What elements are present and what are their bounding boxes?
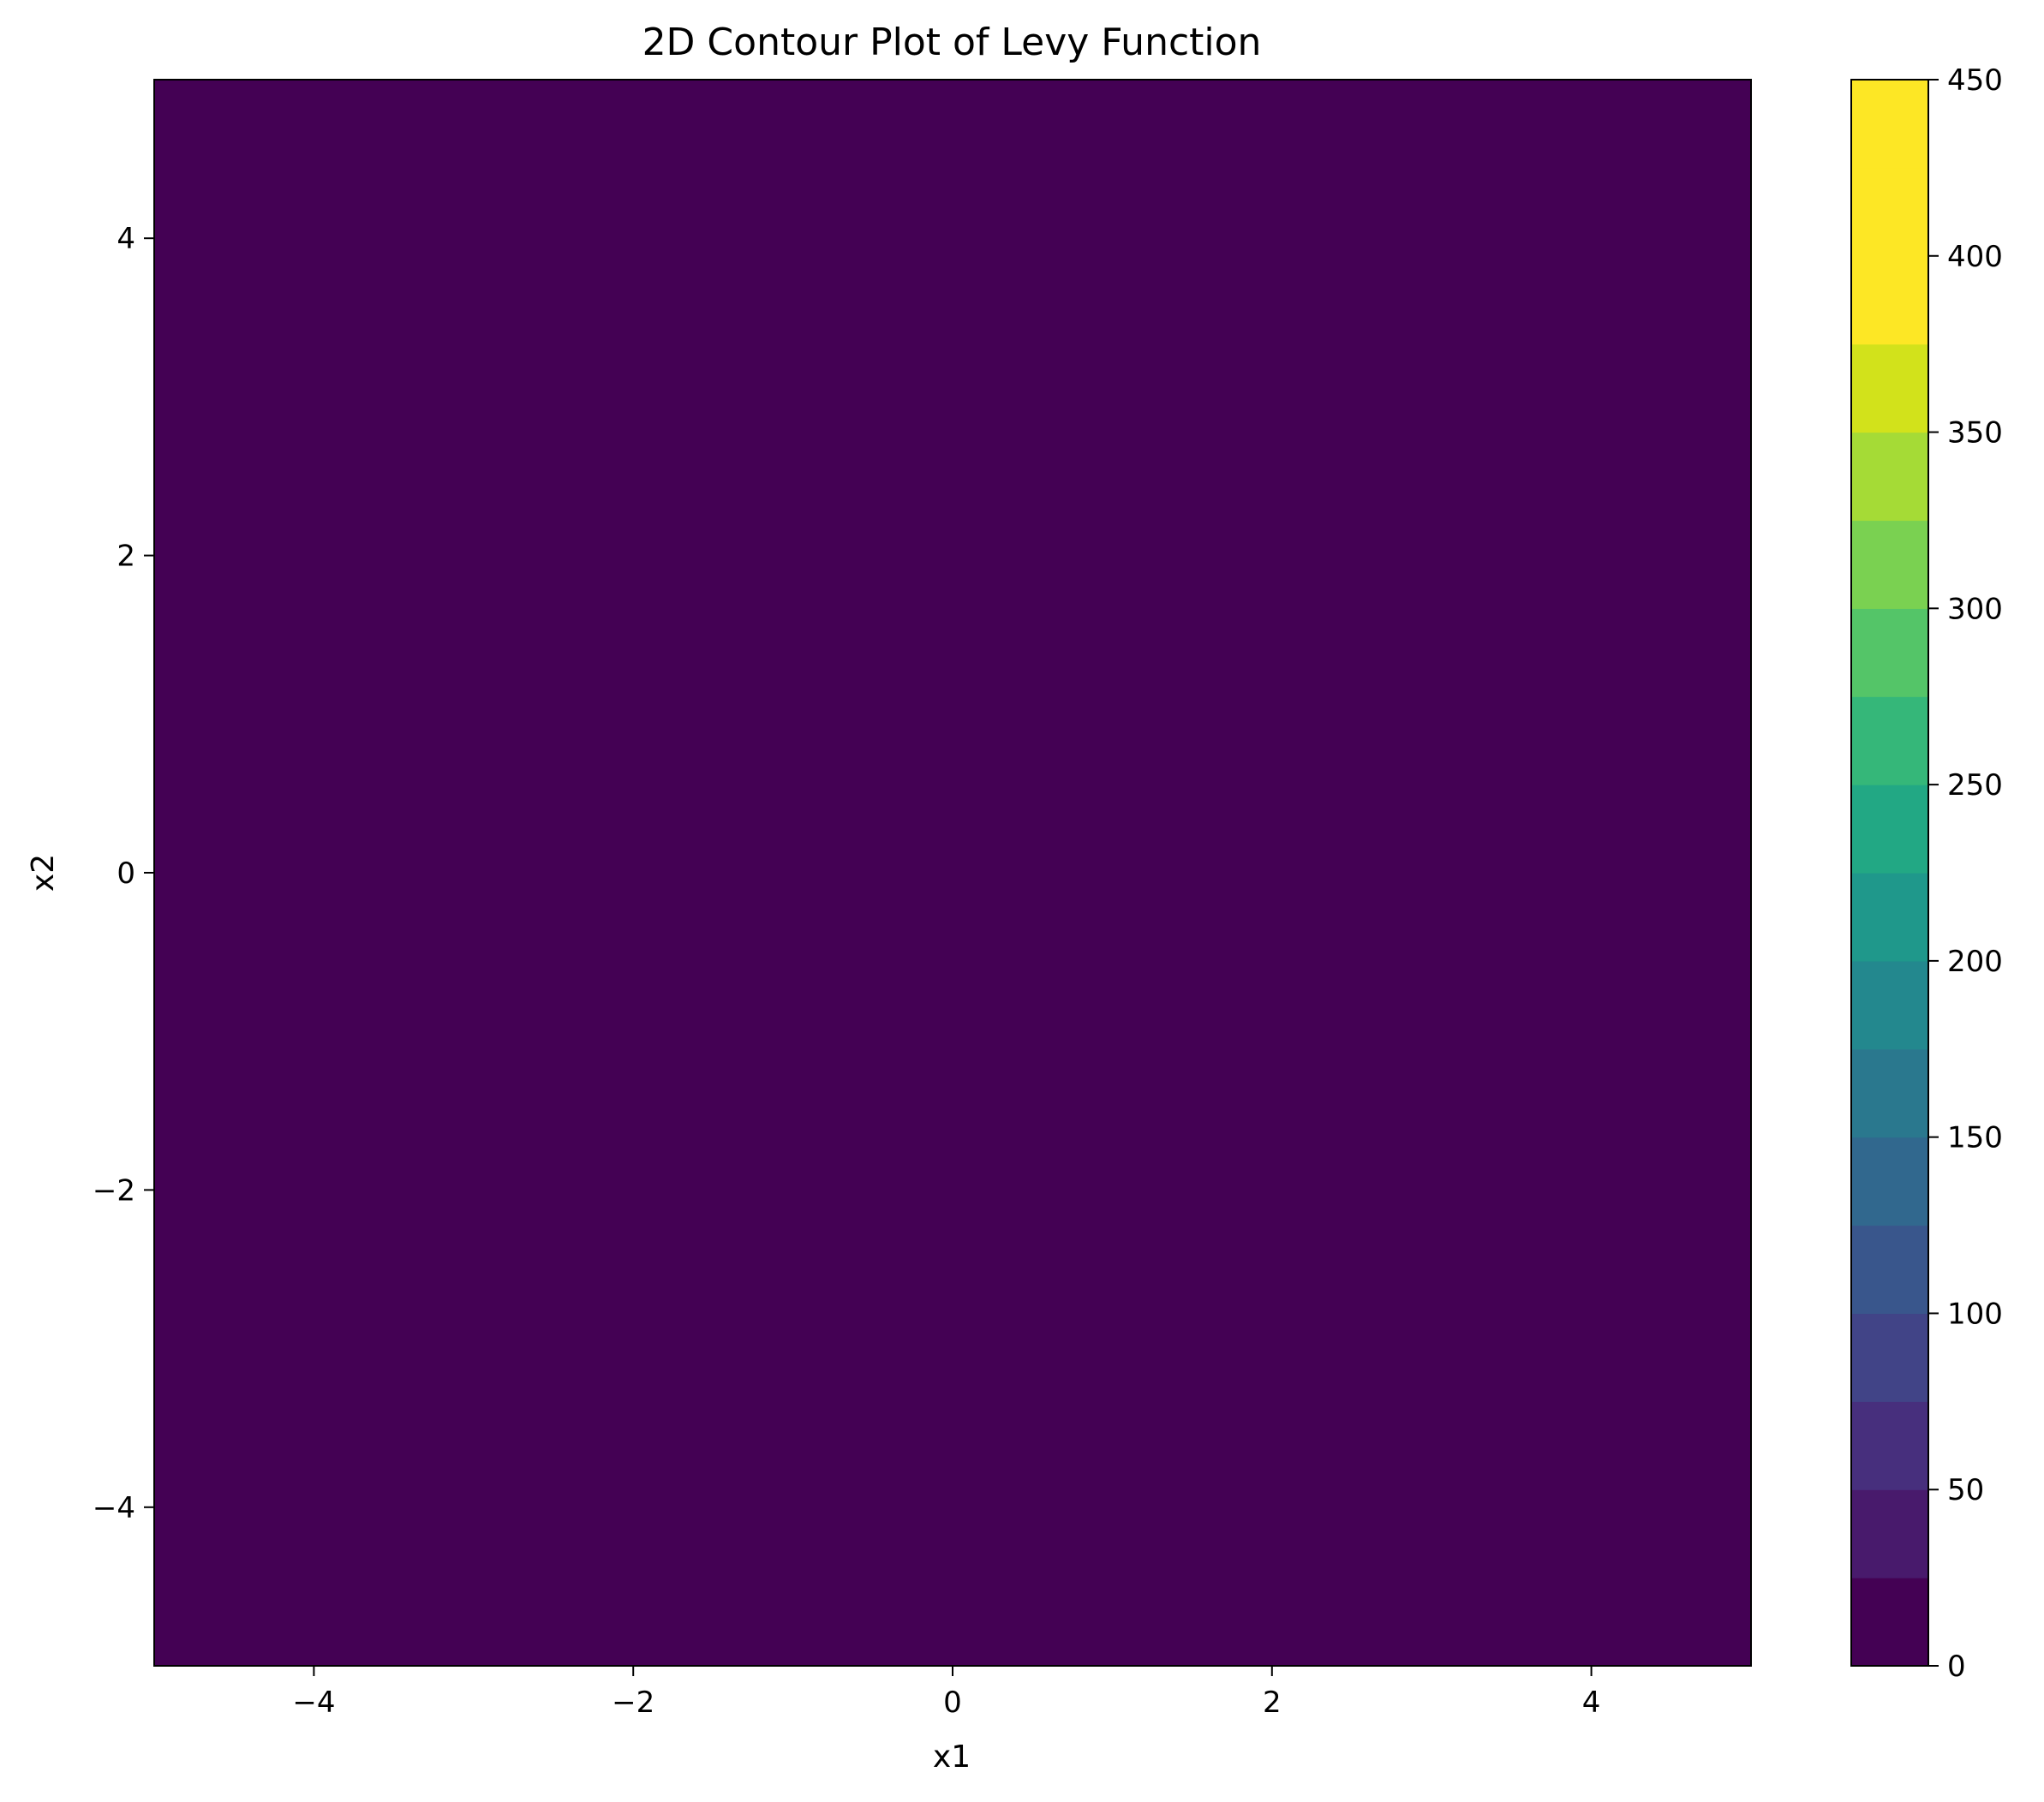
x-tick-label: −2 <box>612 1686 654 1720</box>
y-tick-label: 0 <box>117 856 135 891</box>
x-axis: −4 −2 0 2 4 <box>292 1666 1600 1720</box>
y-tick-label: 2 <box>117 540 135 574</box>
colorbar-band <box>1851 255 1928 345</box>
colorbar-tick-label: 250 <box>1947 768 2003 803</box>
y-tick-label: 4 <box>117 222 135 256</box>
colorbar-band <box>1851 785 1928 874</box>
contour-field <box>154 80 1751 1666</box>
colorbar-band <box>1851 1489 1928 1578</box>
colorbar-tick-label: 300 <box>1947 592 2003 626</box>
colorbar-band <box>1851 1225 1928 1315</box>
x-axis-label: x1 <box>933 1739 971 1775</box>
colorbar-band <box>1851 960 1928 1050</box>
colorbar-band <box>1851 1048 1928 1138</box>
colorbar-band <box>1851 873 1928 962</box>
y-axis: −4 −2 0 2 4 <box>93 222 154 1525</box>
x-tick-label: 2 <box>1263 1686 1282 1720</box>
colorbar: 0 50 100 150 200 250 300 350 400 450 <box>1850 63 2003 1684</box>
colorbar-band <box>1851 167 1928 257</box>
plot-area <box>154 80 1751 1666</box>
colorbar-tick-label: 450 <box>1947 63 2003 98</box>
colorbar-tick-label: 200 <box>1947 945 2003 979</box>
colorbar-band <box>1851 432 1928 522</box>
chart-title: 2D Contour Plot of Levy Function <box>642 21 1262 64</box>
colorbar-tick-label: 50 <box>1947 1473 1984 1507</box>
colorbar-tick-label: 150 <box>1947 1121 2003 1155</box>
y-axis-label: x2 <box>26 854 61 892</box>
y-tick-label: −4 <box>93 1491 135 1525</box>
colorbar-tick-label: 350 <box>1947 416 2003 450</box>
colorbar-tick-label: 400 <box>1947 240 2003 274</box>
colorbar-tick-label: 0 <box>1947 1650 1966 1684</box>
colorbar-band <box>1851 1137 1928 1226</box>
colorbar-band <box>1851 1401 1928 1490</box>
colorbar-band <box>1851 80 1928 169</box>
colorbar-band <box>1851 608 1928 697</box>
colorbar-band <box>1851 1578 1928 1667</box>
colorbar-tick-label: 100 <box>1947 1297 2003 1331</box>
colorbar-frame <box>1850 79 1929 1667</box>
colorbar-band <box>1851 520 1928 609</box>
y-tick-label: −2 <box>93 1173 135 1208</box>
colorbar-band <box>1851 696 1928 785</box>
colorbar-band <box>1851 1313 1928 1402</box>
colorbar-band <box>1851 343 1928 433</box>
x-tick-label: −4 <box>292 1686 335 1720</box>
x-tick-label: 0 <box>943 1686 962 1720</box>
x-tick-label: 4 <box>1582 1686 1601 1720</box>
